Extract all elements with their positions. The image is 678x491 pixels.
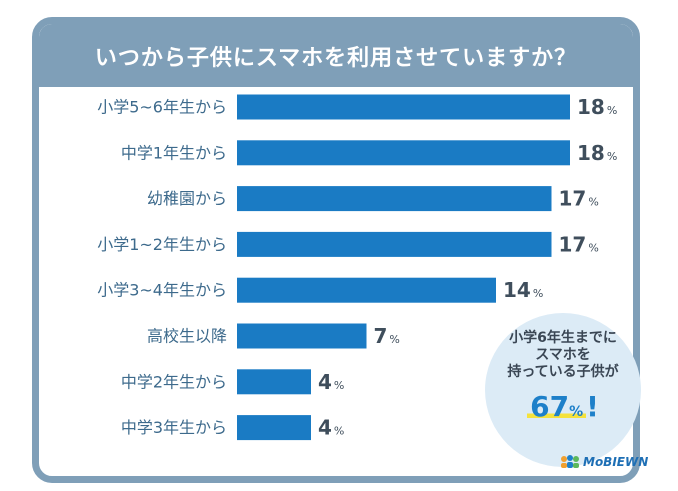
data-label: 14% <box>503 278 543 302</box>
logo-text: MoBIEWN <box>583 455 649 469</box>
bar <box>237 186 552 212</box>
bar <box>237 94 570 120</box>
category-label: 小学3~4年生から <box>97 281 227 300</box>
bar <box>237 369 311 395</box>
data-label: 17% <box>559 232 599 256</box>
category-label: 中学1年生から <box>121 143 227 162</box>
chart-title: いつから子供にスマホを利用させていますか？ <box>39 24 633 87</box>
people-logo-icon <box>561 455 579 468</box>
data-label: 4% <box>318 416 344 440</box>
callout-line-2: スマホを <box>535 347 591 363</box>
callout-number: 67 <box>530 390 570 423</box>
category-label: 中学2年生から <box>121 372 227 391</box>
bar <box>237 231 552 257</box>
bar <box>237 323 367 349</box>
category-label: 高校生以降 <box>147 327 227 346</box>
data-label: 7% <box>374 324 400 348</box>
callout-bubble <box>485 313 641 467</box>
callout-value: 67%! <box>485 390 641 423</box>
category-label: 小学1~2年生から <box>97 235 227 254</box>
category-label: 小学5~6年生から <box>97 98 227 117</box>
category-label: 中学3年生から <box>121 418 227 437</box>
data-label: 17% <box>559 187 599 211</box>
callout-text: 小学6年生までに スマホを 持っている子供が <box>485 330 641 381</box>
brand-logo: MoBIEWN <box>560 455 648 469</box>
callout-highlight: 67% <box>527 390 587 423</box>
data-label: 18% <box>577 141 617 165</box>
bar <box>237 140 570 166</box>
bar <box>237 277 496 303</box>
callout-exclamation: ! <box>586 390 599 423</box>
data-label: 18% <box>577 95 617 119</box>
callout-percent: % <box>569 404 584 420</box>
callout-line-1: 小学6年生までに <box>509 330 617 346</box>
callout-line-3: 持っている子供が <box>507 364 619 380</box>
bar <box>237 415 311 441</box>
data-label: 4% <box>318 370 344 394</box>
category-label: 幼稚園から <box>147 189 227 208</box>
